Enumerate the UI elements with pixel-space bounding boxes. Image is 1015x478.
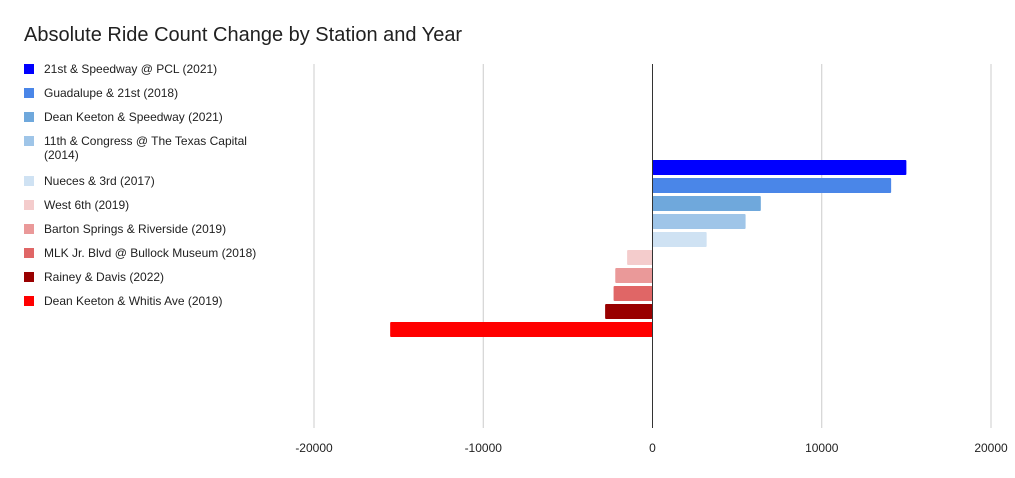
legend-item-7: MLK Jr. Blvd @ Bullock Museum (2018)	[24, 246, 274, 260]
x-tick-label-0: -20000	[295, 441, 333, 455]
legend-label-3: 11th & Congress @ The Texas Capital (201…	[44, 134, 247, 162]
x-tick-label-1: -10000	[465, 441, 503, 455]
legend-item-5: West 6th (2019)	[24, 198, 274, 212]
bar-8	[605, 304, 653, 319]
bar-6	[615, 268, 653, 283]
legend-label-8: Rainey & Davis (2022)	[44, 270, 165, 284]
legend-swatch-1	[24, 88, 34, 98]
legend-swatch-2	[24, 112, 34, 122]
legend-label-4: Nueces & 3rd (2017)	[44, 174, 155, 188]
bar-1	[652, 178, 892, 193]
legend-swatch-0	[24, 64, 34, 74]
legend-swatch-3	[24, 136, 34, 146]
legend-swatch-7	[24, 248, 34, 258]
legend-label-2: Dean Keeton & Speedway (2021)	[44, 110, 223, 124]
x-tick-label-2: 0	[649, 441, 656, 455]
legend-label-6: Barton Springs & Riverside (2019)	[44, 222, 227, 236]
legend-item-4: Nueces & 3rd (2017)	[24, 174, 274, 188]
legend-swatch-5	[24, 200, 34, 210]
legend-item-6: Barton Springs & Riverside (2019)	[24, 222, 274, 236]
legend-item-0: 21st & Speedway @ PCL (2021)	[24, 62, 274, 76]
legend-item-2: Dean Keeton & Speedway (2021)	[24, 110, 274, 124]
legend-item-3: 11th & Congress @ The Texas Capital (201…	[24, 134, 274, 162]
bar-4	[652, 232, 707, 247]
legend-label-0: 21st & Speedway @ PCL (2021)	[44, 62, 218, 76]
legend-item-9: Dean Keeton & Whitis Ave (2019)	[24, 294, 274, 308]
x-tick-label-4: 20000	[974, 441, 1008, 455]
bar-5	[627, 250, 653, 265]
legend-swatch-6	[24, 224, 34, 234]
legend-swatch-4	[24, 176, 34, 186]
x-tick-label-3: 10000	[805, 441, 839, 455]
legend-item-1: Guadalupe & 21st (2018)	[24, 86, 274, 100]
legend-label-9: Dean Keeton & Whitis Ave (2019)	[44, 294, 223, 308]
legend-swatch-8	[24, 272, 34, 282]
bar-9	[390, 322, 653, 337]
bar-0	[652, 160, 907, 175]
legend-label-1: Guadalupe & 21st (2018)	[44, 86, 179, 100]
legend-item-8: Rainey & Davis (2022)	[24, 270, 274, 284]
chart-title: Absolute Ride Count Change by Station an…	[24, 24, 463, 46]
bar-2	[652, 196, 761, 211]
legend-label-7: MLK Jr. Blvd @ Bullock Museum (2018)	[44, 246, 257, 260]
legend-swatch-9	[24, 296, 34, 306]
legend-label-5: West 6th (2019)	[44, 198, 130, 212]
bar-3	[652, 214, 746, 229]
bar-7	[613, 286, 653, 301]
